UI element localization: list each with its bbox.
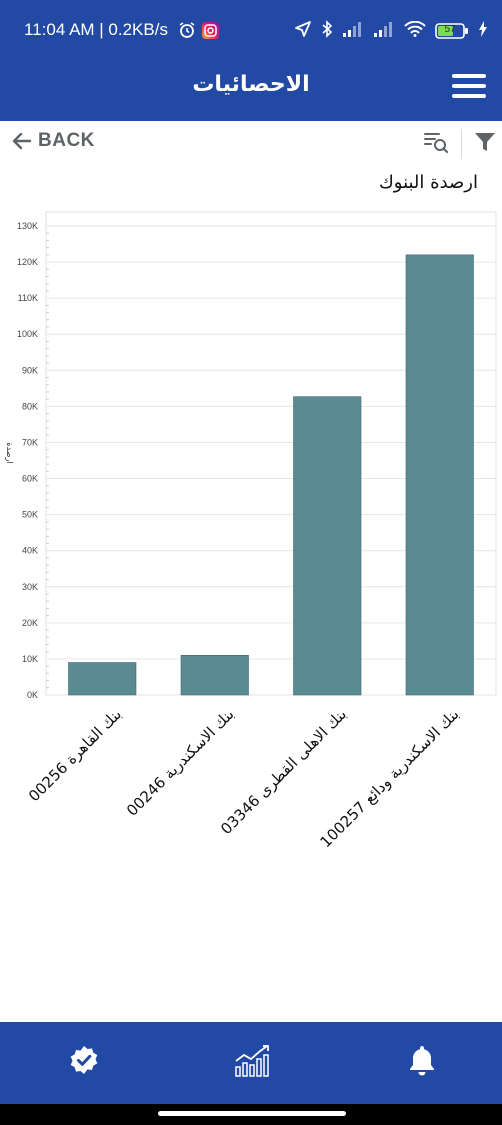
chart-title: ارصدة البنوك xyxy=(378,172,478,193)
wifi-icon xyxy=(404,20,426,41)
location-arrow-icon xyxy=(294,20,312,42)
y-tick-label: 80K xyxy=(22,401,38,411)
battery-icon: 57 xyxy=(435,23,469,39)
y-tick-label: 120K xyxy=(17,257,38,267)
home-indicator[interactable] xyxy=(158,1111,346,1116)
y-tick-label: 90K xyxy=(22,365,38,375)
bar-chart: 0K 10K 20K 30K 40K 50K 60K 70K 80K 90K 100K 110K 120… xyxy=(5,211,497,851)
bottom-navigation xyxy=(0,1022,502,1104)
y-tick-label: 110K xyxy=(18,293,38,303)
charging-icon xyxy=(478,21,488,41)
app-bar: الاحصائيات xyxy=(0,64,502,121)
y-tick-label: 70K xyxy=(22,437,38,447)
y-tick-label: 30K xyxy=(22,582,38,592)
verified-badge-icon[interactable] xyxy=(64,1040,104,1080)
page-title: الاحصائيات xyxy=(192,72,310,97)
alarm-icon xyxy=(178,21,196,43)
statistics-chart-icon[interactable] xyxy=(232,1040,272,1080)
y-tick-label: 20K xyxy=(22,618,38,628)
status-time: 11:04 AM | 0.2KB/s xyxy=(24,20,168,39)
battery-level: 57 xyxy=(444,24,456,35)
bar[interactable] xyxy=(405,254,474,696)
bar[interactable] xyxy=(180,655,249,696)
y-tick-label: 40K xyxy=(22,546,38,556)
y-tick-label: 10K xyxy=(22,654,38,664)
y-tick-label: 0K xyxy=(27,690,38,700)
back-button[interactable]: BACK xyxy=(12,130,95,152)
bar[interactable] xyxy=(293,396,362,696)
y-tick-label: 50K xyxy=(22,510,38,520)
instagram-icon xyxy=(202,22,219,43)
bar[interactable] xyxy=(68,662,137,696)
y-tick-label: 100K xyxy=(17,329,38,339)
search-list-icon[interactable] xyxy=(423,130,449,158)
y-axis-label: ارصدة xyxy=(5,442,14,463)
bluetooth-icon xyxy=(321,20,333,42)
x-tick-label: بنك القاهرة 00256 xyxy=(25,705,125,805)
toolbar-divider xyxy=(461,129,462,159)
back-label: BACK xyxy=(38,130,95,151)
x-tick-label: بنك الاسكندرية 00246 xyxy=(123,705,238,820)
signal-icon xyxy=(342,21,364,41)
notification-bell-icon[interactable] xyxy=(402,1040,442,1080)
toolbar: BACK xyxy=(0,121,502,165)
back-arrow-icon xyxy=(12,132,32,150)
signal-icon xyxy=(373,21,395,41)
filter-icon[interactable] xyxy=(474,131,496,157)
status-bar: 11:04 AM | 0.2KB/s 57 xyxy=(0,0,502,64)
y-tick-label: 60K xyxy=(22,474,38,484)
y-tick-label: 130K xyxy=(17,221,38,231)
hamburger-menu-icon[interactable] xyxy=(452,74,486,100)
x-tick-label: بنك الاهلى القطرى 03346 xyxy=(217,705,350,838)
gesture-navigation-bar xyxy=(0,1104,502,1125)
